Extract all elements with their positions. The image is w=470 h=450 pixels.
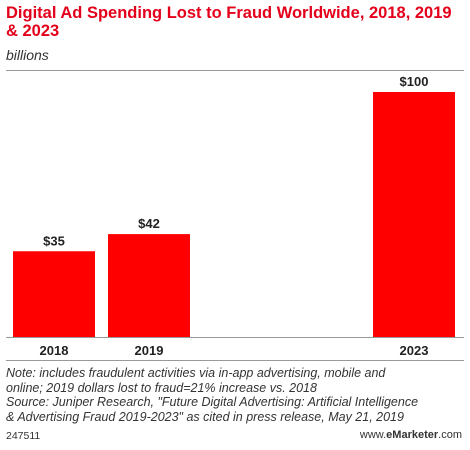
data-label-2019: $42 [138, 216, 160, 231]
data-label-2018: $35 [43, 233, 65, 248]
brand-suffix: .com [438, 429, 462, 441]
x-tick-label-2023: 2023 [400, 343, 429, 358]
bar-2018 [13, 251, 95, 337]
chart-id: 247511 [6, 430, 41, 442]
bar-2019 [108, 234, 190, 337]
chart-note: Note: includes fraudulent activities via… [6, 366, 466, 424]
chart-subtitle: billions [6, 47, 49, 63]
chart-title: Digital Ad Spending Lost to Fraud Worldw… [6, 4, 452, 40]
brand-link[interactable]: www.eMarketer.com [360, 429, 462, 441]
note-line: online; 2019 dollars lost to fraud=21% i… [6, 380, 317, 395]
bottom-divider [6, 360, 464, 361]
source-line: & Advertising Fraud 2019-2023" as cited … [6, 409, 404, 424]
x-tick-label-2019: 2019 [135, 343, 164, 358]
note-line: Note: includes fraudulent activities via… [6, 366, 386, 380]
source-line: Source: Juniper Research, "Future Digita… [6, 395, 419, 409]
top-divider [6, 70, 464, 71]
brand-prefix: www. [359, 429, 387, 441]
x-tick-label-2018: 2018 [40, 343, 69, 358]
bar-2023 [373, 92, 455, 337]
data-label-2023: $100 [400, 74, 429, 89]
brand-name: eMarketer [386, 429, 439, 441]
